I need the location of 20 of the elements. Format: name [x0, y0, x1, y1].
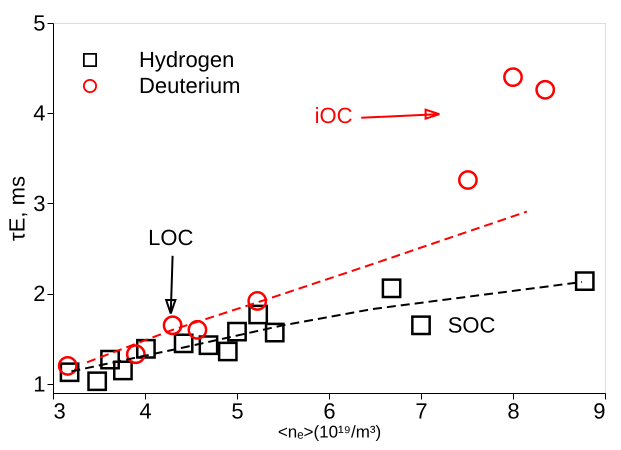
legend-label: Hydrogen: [139, 47, 234, 72]
x-tick-label: 8: [507, 398, 520, 424]
legend-label: Deuterium: [139, 73, 240, 98]
y-axis-title: τE, ms: [4, 176, 30, 241]
y-tick-label: 3: [33, 190, 46, 216]
x-tick-label: 3: [54, 398, 66, 424]
annotation: iOC: [314, 102, 353, 128]
x-tick-label: 4: [139, 398, 152, 424]
annotation: LOC: [148, 224, 194, 250]
y-tick-label: 4: [33, 100, 46, 126]
x-tick-label: 6: [323, 398, 336, 424]
y-tick-label: 1: [33, 371, 46, 396]
x-tick-label: 7: [415, 398, 428, 424]
line-series: [86, 210, 528, 364]
y-tick-label: 2: [33, 281, 46, 306]
x-tick-label: 9: [593, 398, 606, 424]
y-tick-label: 5: [33, 10, 46, 36]
annotation: SOC: [448, 312, 496, 338]
x-tick-label: 5: [231, 398, 244, 424]
x-axis-title: <nₑ>(10¹⁹/m³): [278, 422, 382, 442]
